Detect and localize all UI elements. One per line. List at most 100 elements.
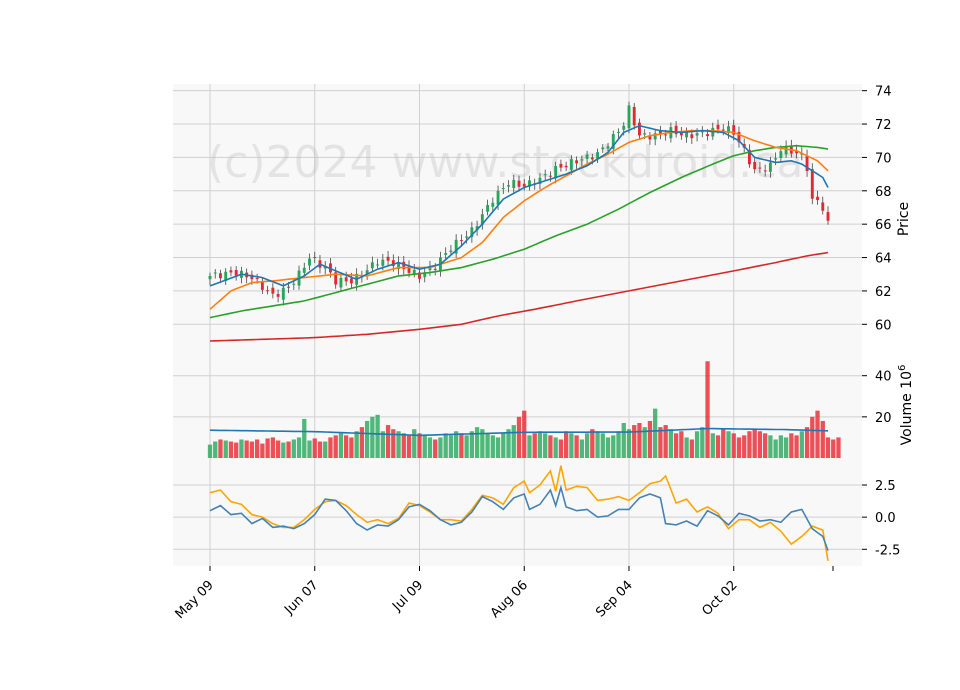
volume-bar xyxy=(815,410,820,458)
candle-body xyxy=(412,269,416,274)
oscillator-panel xyxy=(173,458,862,566)
volume-bar xyxy=(448,435,454,458)
volume-bar xyxy=(307,440,312,458)
volume-bar xyxy=(647,420,653,458)
candle-body xyxy=(601,147,605,150)
candle-body xyxy=(690,134,694,139)
volume-bar xyxy=(464,435,469,458)
volume-bar xyxy=(590,429,595,458)
volume-bar xyxy=(804,427,810,458)
volume-bar xyxy=(312,438,317,458)
volume-average-line xyxy=(209,427,829,437)
candle-body xyxy=(266,290,270,292)
candle-body xyxy=(737,131,741,143)
volume-bar xyxy=(668,429,674,458)
volume-bar xyxy=(653,408,658,458)
volume-bar xyxy=(364,420,370,458)
candle-body xyxy=(685,132,689,138)
volume-bar xyxy=(763,433,768,458)
volume-bar xyxy=(506,429,511,458)
volume-bar xyxy=(207,444,213,458)
candle-body xyxy=(496,190,500,205)
candle-body xyxy=(480,214,484,225)
volume-bar xyxy=(794,435,799,458)
volume-bar xyxy=(579,439,584,458)
volume-bar xyxy=(757,431,763,458)
price-tick-label: 64 xyxy=(875,252,892,267)
candle-body xyxy=(554,166,558,179)
volume-bar xyxy=(422,435,427,458)
oscillator-line-a xyxy=(209,484,829,551)
candle-body xyxy=(585,154,589,159)
volume-bar xyxy=(705,361,710,458)
candle-body xyxy=(397,262,400,269)
volume-bar xyxy=(621,423,626,458)
ma-200-line xyxy=(209,251,829,342)
x-tick-label: Oct 02 xyxy=(699,578,740,619)
volume-bar xyxy=(600,433,605,458)
candle-body xyxy=(459,240,463,242)
volume-bar xyxy=(249,441,255,458)
price-tick-label: 60 xyxy=(875,318,892,333)
volume-bar xyxy=(234,442,239,458)
candle-body xyxy=(386,256,390,261)
volume-bar xyxy=(380,431,385,458)
candle-body xyxy=(816,196,819,200)
volume-bar xyxy=(406,435,412,458)
candle-body xyxy=(302,267,306,273)
volume-bar xyxy=(412,429,417,458)
volume-bar xyxy=(438,437,443,458)
candle-body xyxy=(512,179,516,189)
candle-body xyxy=(721,129,725,131)
volume-bar xyxy=(742,435,747,458)
candle-body xyxy=(674,125,678,135)
volume-bar xyxy=(783,437,789,458)
volume-bar xyxy=(296,437,302,458)
volume-bar xyxy=(810,416,815,458)
candle-body xyxy=(229,270,233,273)
volume-bar xyxy=(553,437,558,458)
candle-body xyxy=(774,158,778,160)
volume-bar xyxy=(275,440,281,458)
volume-bar xyxy=(254,439,260,458)
candle-body xyxy=(617,131,620,133)
candle-body xyxy=(522,183,526,187)
volume-bar xyxy=(454,431,459,458)
volume-bar xyxy=(218,439,223,458)
candle-body xyxy=(732,125,736,135)
candle-body xyxy=(339,277,343,288)
candle-body xyxy=(727,126,730,133)
oscillator-tick-label: -2.5 xyxy=(875,543,900,558)
volume-bar xyxy=(291,439,296,458)
volume-bar xyxy=(328,437,333,458)
volume-bar xyxy=(223,440,228,458)
candle-body xyxy=(700,131,704,133)
candle-body xyxy=(224,271,228,282)
volume-bar xyxy=(265,438,270,458)
volume-bar xyxy=(333,435,338,458)
candle-body xyxy=(653,133,657,140)
volume-bar xyxy=(469,431,475,458)
volume-bar xyxy=(721,429,726,458)
candle-body xyxy=(234,270,238,276)
volume-bar xyxy=(558,439,564,458)
candle-body xyxy=(779,151,783,159)
moving-average-lines xyxy=(209,124,829,342)
volume-bar xyxy=(710,433,715,458)
candle-body xyxy=(575,160,579,164)
volume-bar xyxy=(495,437,501,458)
volume-bar xyxy=(323,441,328,458)
price-tick-label: 74 xyxy=(875,85,892,100)
volume-bar xyxy=(726,431,731,458)
candle-body xyxy=(402,261,406,270)
x-tick-label: May 09 xyxy=(173,578,217,622)
candle-body xyxy=(638,122,641,136)
volume-bar xyxy=(778,435,784,458)
volume-bar xyxy=(427,437,433,458)
volume-tick-label: 20 xyxy=(875,411,892,426)
volume-bar xyxy=(626,429,632,458)
candle-body xyxy=(423,272,427,278)
gridlines xyxy=(173,84,862,566)
candle-body xyxy=(643,133,647,135)
ma-short-line xyxy=(209,124,829,287)
